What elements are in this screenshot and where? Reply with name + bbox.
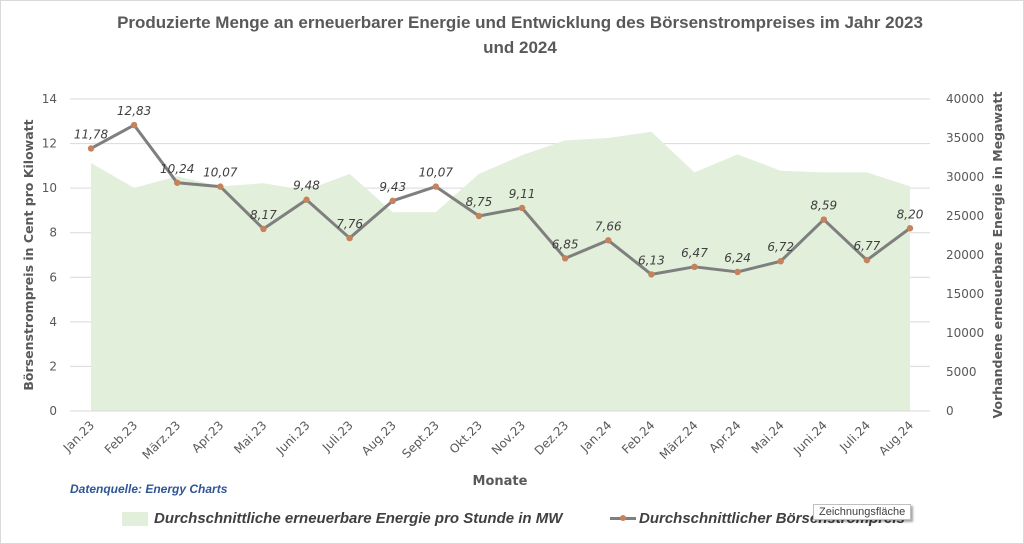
x-tick-label: Sept.23 [399,418,442,461]
y-axis-right: 0 5000 10000 15000 20000 25000 30000 35000 40000 [946,92,984,418]
price-marker [174,179,181,186]
price-marker [605,237,612,244]
legend-label-renewable: Durchschnittliche erneuerbare Energie pr… [154,510,563,527]
x-tick-label: Feb.23 [102,418,140,456]
price-marker [432,183,440,190]
price-marker [87,145,95,152]
price-data-label: 8,59 [810,199,837,213]
price-marker [863,256,871,264]
chart-title: Produzierte Menge an erneuerbarer Energi… [117,13,923,57]
legend-line-swatch [610,515,636,521]
price-data-label: 10,07 [419,166,454,180]
price-data-label: 9,48 [293,179,320,193]
price-marker [518,204,526,212]
legend: Durchschnittliche erneuerbare Energie pr… [0,510,1024,534]
x-tick-label: März.23 [139,418,183,462]
source-note: Datenquelle: Energy Charts [70,482,228,496]
legend-item-renewable[interactable]: Durchschnittliche erneuerbare Energie pr… [122,510,562,527]
price-marker [561,255,569,262]
x-tick-label: Feb.24 [619,418,657,456]
price-data-label: 8,20 [897,207,924,221]
x-tick-label: Okt.23 [447,418,485,456]
y-left-tick-label: 8 [49,226,57,240]
x-tick-label: März.24 [657,418,701,462]
price-line [90,123,911,276]
y-left-tick-label: 12 [42,137,57,151]
price-data-label: 10,24 [160,162,194,176]
price-marker [475,212,483,220]
y-left-tick-label: 14 [42,92,57,106]
x-tick-label: Jan.23 [60,418,97,455]
x-tick-label: Juli.23 [319,418,356,455]
price-marker [777,258,784,265]
x-tick-label: Juli.24 [836,418,873,455]
y-left-tick-label: 10 [42,181,57,195]
price-data-label: 8,75 [466,195,493,209]
x-tick-label: Juni.23 [273,418,313,458]
x-tick-label: Mai.24 [749,418,787,456]
x-tick-label: Aug.23 [359,418,399,458]
price-data-label: 6,77 [854,239,881,253]
price-marker [217,183,224,190]
price-data-label: 6,85 [552,237,579,251]
price-marker [691,263,698,271]
price-marker [648,271,655,278]
x-tick-label: Apr.24 [706,418,743,455]
price-data-label: 6,13 [638,253,665,267]
y-left-tick-label: 0 [49,404,57,418]
x-axis-title: Monate [473,474,528,489]
data-labels: 11,78 12,83 10,24 10,07 8,17 9,48 7,76 9,43 10,0… [74,104,924,267]
price-data-label: 7,76 [336,217,363,231]
price-data-label: 6,47 [681,246,708,260]
y-right-tick-label: 10000 [946,326,984,340]
x-tick-label: Aug.24 [876,418,916,458]
y-right-tick-label: 25000 [946,209,984,223]
price-marker [260,225,267,233]
price-marker [734,268,741,276]
x-tick-label: Apr.23 [189,418,226,455]
y-axis-left: 0 2 4 6 8 10 12 14 [42,92,57,418]
y-left-tick-label: 2 [49,359,57,373]
price-data-label: 11,78 [74,127,109,141]
price-marker [130,121,138,129]
price-data-label: 6,24 [724,251,751,265]
price-marker [346,234,353,242]
price-marker [820,216,827,223]
x-tick-label: Jan.24 [577,418,614,455]
y-left-tick-label: 4 [49,315,57,329]
x-tick-label: Dez.23 [532,418,572,458]
y-right-tick-label: 15000 [946,287,984,301]
area-series-renewable [91,131,910,411]
legend-area-swatch [122,511,148,526]
price-marker [906,225,914,232]
y-right-tick-label: 20000 [946,248,984,262]
x-axis: Jan.23 Feb.23 März.23 Apr.23 Mai.23 Juni.23 Ju… [60,410,930,462]
y-right-tick-label: 30000 [946,170,984,184]
price-data-label: 6,72 [767,240,794,254]
y-right-tick-label: 5000 [946,365,977,379]
price-data-label: 12,83 [117,104,151,118]
price-data-label: 7,66 [595,219,622,233]
y-right-tick-label: 35000 [946,131,984,145]
y-right-tick-label: 40000 [946,92,984,106]
plot-area-tooltip: Zeichnungsfläche [813,504,912,520]
x-tick-label: Nov.23 [489,418,528,457]
price-data-label: 8,17 [250,208,277,222]
line-series-price [87,121,914,278]
y-axis-left-title: Börsenstrompreis in Cent pro Kilowatt [21,119,36,390]
price-data-label: 9,11 [509,187,536,201]
price-marker [303,196,310,203]
y-right-tick-label: 0 [946,404,954,418]
y-left-tick-label: 6 [49,270,57,284]
area-fill [91,131,910,411]
price-data-label: 9,43 [379,180,406,194]
price-marker [389,197,396,205]
y-axis-right-title: Vorhandene erneuerbare Energie in Megawa… [990,91,1005,418]
x-tick-label: Juni.24 [790,418,830,458]
price-data-label: 10,07 [203,166,238,180]
x-tick-label: Mai.23 [231,418,269,456]
